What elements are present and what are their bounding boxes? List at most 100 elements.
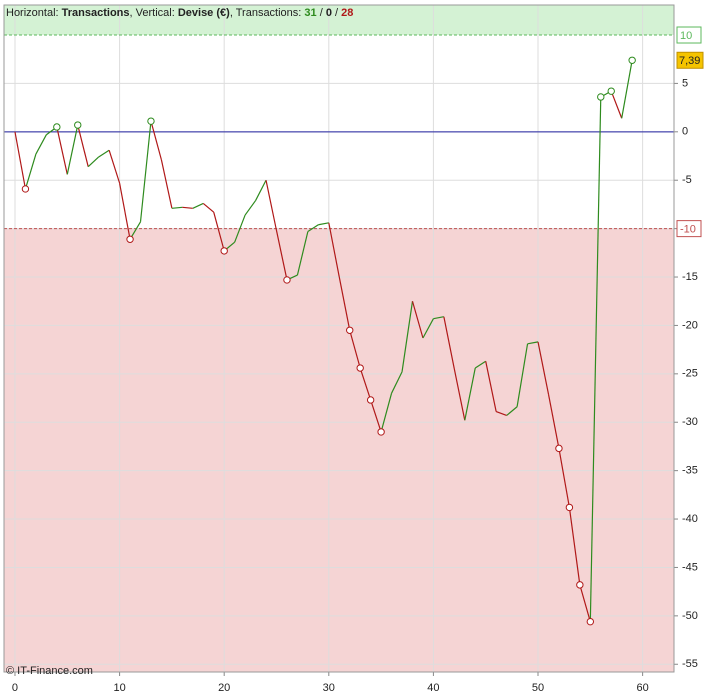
- point-marker: [346, 326, 354, 334]
- y-tick-label: -5: [682, 174, 692, 186]
- segment: [182, 206, 193, 209]
- x-tick-label: 0: [12, 682, 18, 694]
- x-tick-label: 20: [218, 682, 230, 694]
- point-marker: [607, 87, 615, 95]
- header-text: Horizontal:: [6, 7, 59, 19]
- last-value-label: 7,39: [679, 55, 700, 67]
- y-tick-label: -15: [682, 271, 698, 283]
- y-tick-label: -30: [682, 416, 698, 428]
- point-marker: [356, 364, 364, 372]
- segment: [380, 393, 393, 433]
- segment: [401, 301, 414, 372]
- segment: [160, 159, 173, 209]
- point-marker: [555, 444, 563, 453]
- header-text: /: [320, 7, 324, 19]
- segment: [192, 202, 204, 209]
- segment: [579, 584, 591, 622]
- segment: [265, 180, 278, 231]
- even: 0: [326, 7, 332, 19]
- segment: [422, 318, 434, 339]
- segment: [485, 361, 497, 412]
- segment: [14, 131, 27, 190]
- value-box: 10: [676, 26, 702, 44]
- header-text: Transactions:: [236, 7, 302, 19]
- value-box-label: 10: [680, 30, 692, 42]
- lower-zone: [4, 228, 674, 673]
- upper-zone: [4, 5, 674, 36]
- segment: [118, 183, 131, 240]
- x-tick-label: 50: [532, 682, 544, 694]
- segment: [411, 301, 424, 339]
- x-tick-label: 60: [636, 682, 648, 694]
- segment: [506, 406, 518, 416]
- segment: [77, 124, 89, 167]
- point-marker: [377, 428, 385, 436]
- segment: [349, 330, 361, 369]
- segment: [474, 360, 487, 369]
- segment: [66, 124, 79, 175]
- segment: [568, 507, 581, 585]
- plot-frame: [3, 4, 675, 673]
- segment: [150, 121, 163, 161]
- x-tick-label: 10: [113, 682, 125, 694]
- segment: [98, 149, 110, 158]
- segment: [621, 60, 633, 119]
- segment: [35, 134, 47, 155]
- segment: [453, 368, 466, 421]
- y-tick-label: -20: [682, 319, 698, 331]
- segment: [213, 212, 225, 252]
- point-marker: [628, 56, 636, 64]
- y-tick-label: 5: [682, 77, 688, 89]
- segment: [255, 179, 267, 201]
- y-tick-label: -25: [682, 368, 698, 380]
- point-marker: [565, 503, 574, 512]
- header-text: Vertical:: [136, 7, 175, 19]
- last-value-box: 7,39: [676, 51, 704, 69]
- segment: [464, 367, 476, 421]
- segment: [24, 153, 37, 190]
- point-marker: [147, 117, 155, 125]
- value-box-frame: [676, 220, 702, 238]
- segment: [391, 371, 403, 394]
- segment: [275, 230, 288, 281]
- segment: [234, 214, 246, 243]
- y-tick-label: -40: [682, 513, 698, 525]
- segment: [516, 343, 529, 407]
- segment: [558, 448, 570, 508]
- x-tick-label: 40: [427, 682, 439, 694]
- segment: [338, 276, 351, 331]
- segment: [318, 222, 329, 226]
- segment: [328, 222, 340, 278]
- last-value-frame: [676, 51, 704, 69]
- value-box: -10: [676, 220, 702, 238]
- losses: 28: [341, 7, 353, 19]
- segment: [527, 341, 539, 345]
- x-tick-label: 30: [323, 682, 335, 694]
- point-marker: [21, 185, 30, 193]
- point-marker: [283, 276, 291, 284]
- segment: [589, 96, 602, 622]
- wins: 31: [304, 7, 316, 19]
- segment: [171, 206, 183, 209]
- segment: [443, 316, 455, 370]
- segment: [370, 399, 382, 433]
- y-tick-label: 0: [682, 126, 688, 138]
- segment: [139, 121, 152, 222]
- y-tick-label: -45: [682, 561, 698, 573]
- segment: [359, 367, 372, 401]
- segment: [244, 200, 257, 216]
- y-tick-label: -50: [682, 610, 698, 622]
- segment: [537, 341, 550, 395]
- plot-area: [3, 4, 678, 676]
- y-tick-label: -55: [682, 658, 698, 670]
- point-marker: [597, 93, 605, 101]
- segment: [433, 316, 444, 320]
- segment: [610, 90, 623, 119]
- point-marker: [366, 396, 375, 404]
- header-text: Transactions: [62, 7, 130, 19]
- point-marker: [576, 581, 584, 589]
- value-box-label: -10: [680, 224, 696, 236]
- header-text: /: [335, 7, 339, 19]
- segment: [495, 411, 507, 417]
